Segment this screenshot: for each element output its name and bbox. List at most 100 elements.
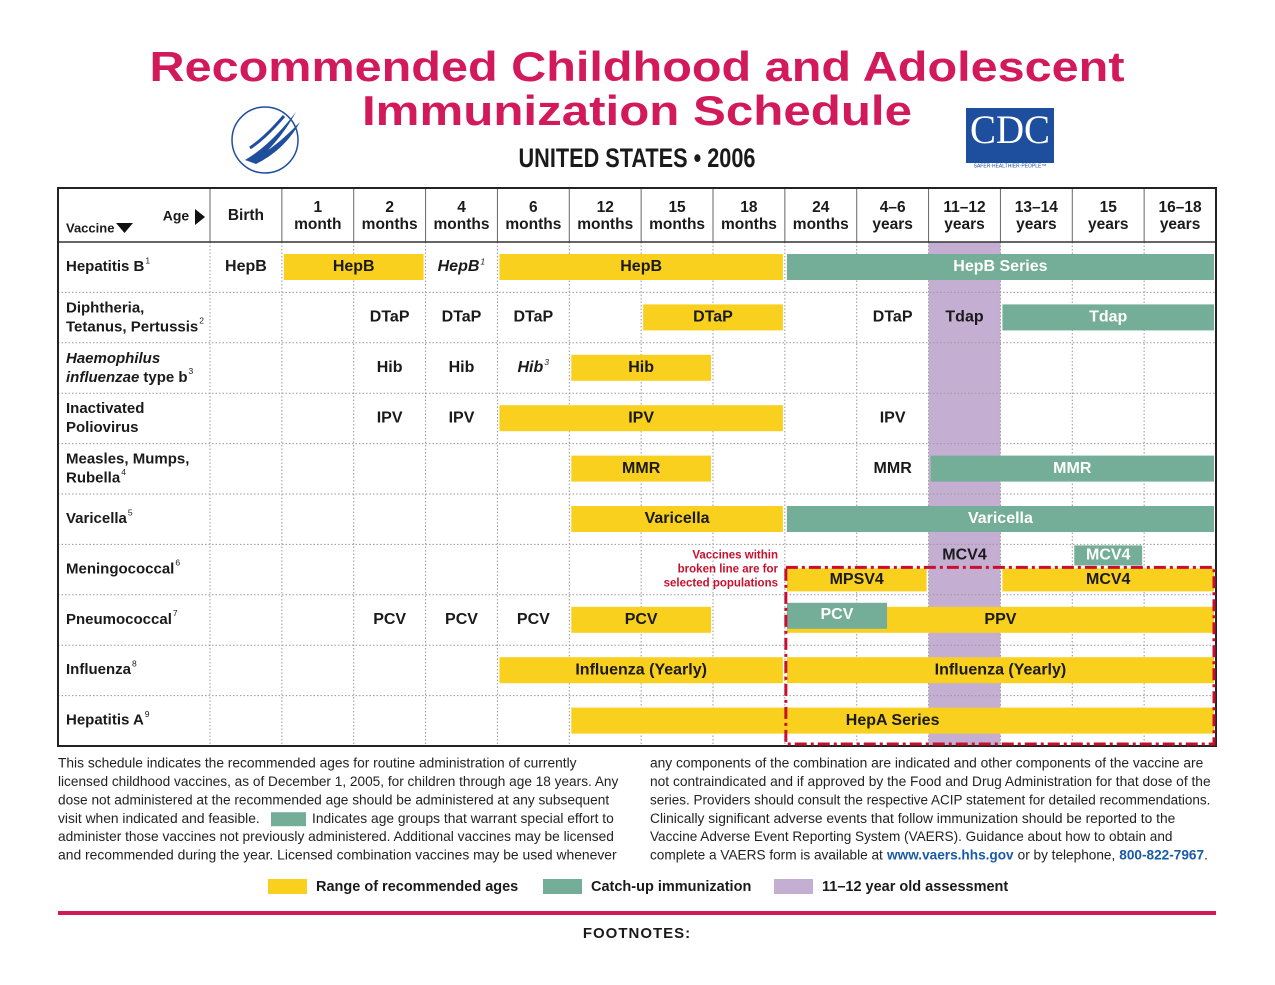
legend-label: Catch-up immunization (591, 879, 751, 895)
footer-text: visit when indicated and feasible. (58, 811, 260, 826)
vaccine-label: Tdap (945, 309, 983, 326)
footer-text: and recommended during the year. License… (58, 848, 617, 863)
range-bar (786, 657, 1214, 684)
vaccine-label: DTaP (513, 309, 553, 326)
age-header: 16–18 (1159, 199, 1202, 216)
age-header: Birth (228, 207, 264, 224)
vaccine-name: Rubella (66, 470, 121, 487)
vaccine-label: PCV (517, 611, 550, 628)
footer-line: series. Providers should consult the res… (650, 792, 1210, 807)
age-header: 4–6 (880, 199, 906, 216)
range-bar (571, 354, 711, 381)
vaccine-label: HepB (333, 258, 375, 275)
vaccine-arrow (116, 223, 133, 233)
catchup-bar (786, 506, 1214, 532)
footer-text: administer those vaccines not previously… (58, 829, 614, 844)
range-bar (571, 506, 783, 532)
vaccine-label: Tdap (1089, 309, 1127, 326)
footnote-mark: 8 (132, 658, 137, 668)
age-header: month (294, 216, 341, 233)
vaccine-label: PPV (984, 611, 1016, 628)
vaccine-name: Inactivated (66, 400, 144, 417)
vaccine-label: Varicella (645, 510, 710, 527)
footer-text: Vaccine Adverse Event Reporting System (… (650, 829, 1172, 844)
vaccine-label: HepA Series (846, 712, 940, 729)
legend-swatch (268, 879, 307, 894)
footer-text: or by telephone, (1014, 848, 1119, 863)
age-label: Age (163, 208, 190, 224)
catchup-bar (786, 602, 888, 629)
catchup-bar (1002, 304, 1214, 331)
age-header: years (1016, 216, 1057, 233)
cdc-text: CDC (970, 107, 1050, 152)
vaccine-label: DTaP (873, 309, 913, 326)
footer-line: administer those vaccines not previously… (58, 829, 614, 844)
footnote-mark: 4 (121, 467, 126, 477)
vaccine-label: PCV (373, 611, 406, 628)
age-header: 15 (668, 199, 686, 216)
age-header: 15 (1100, 199, 1118, 216)
cdc-logo: CDC SAFER·HEALTHIER·PEOPLE™ (966, 107, 1054, 169)
age-header: months (434, 216, 490, 233)
range-bar (643, 304, 783, 331)
subtitle: UNITED STATES • 2006 (519, 143, 756, 173)
vaccine-label: IPV (377, 409, 403, 426)
age-header: years (1160, 216, 1201, 233)
footer-text: . (1204, 848, 1208, 863)
age-header: months (505, 216, 561, 233)
age-header: months (362, 216, 418, 233)
catchup-bar (1074, 545, 1143, 566)
footer-text: Indicates age groups that warrant specia… (312, 811, 614, 826)
vaccine-name: Influenza (66, 661, 132, 678)
vaccine-label: Hib (377, 359, 403, 376)
vaccine-label: PCV (445, 611, 478, 628)
seal-eagle (245, 112, 300, 164)
footer-text: 800-822-7967 (1119, 848, 1204, 863)
footer-line: This schedule indicates the recommended … (58, 756, 577, 771)
footer-text: any components of the combination are in… (650, 756, 1203, 771)
footer-line: licensed childhood vaccines, as of Decem… (58, 774, 619, 789)
vaccine-label: DTaP (442, 309, 482, 326)
footer-text: not contraindicated and if approved by t… (650, 774, 1211, 789)
vaccine-label: MMR (622, 460, 661, 477)
vaccine-name: type b (143, 369, 187, 386)
vaccine-name: influenzae (66, 369, 139, 386)
footnote-mark: 2 (199, 316, 204, 326)
footer-line: dose not administered at the recommended… (58, 792, 609, 807)
vaccine-label: Influenza (Yearly) (575, 661, 707, 678)
vaccine-name: Measles, Mumps, (66, 451, 189, 468)
age-header: 2 (385, 199, 394, 216)
footer-line: and recommended during the year. License… (58, 848, 617, 863)
vaccine-label: Hib (628, 359, 654, 376)
age-header: 13–14 (1015, 199, 1058, 216)
range-bar (786, 568, 927, 592)
age-arrow (195, 209, 205, 225)
footer-line: any components of the combination are in… (650, 756, 1203, 771)
footnote-mark: 1 (145, 255, 150, 265)
footer-line: visit when indicated and feasible. (58, 811, 260, 826)
footer-line: Vaccine Adverse Event Reporting System (… (650, 829, 1172, 844)
age-header: months (721, 216, 777, 233)
age-header: years (944, 216, 985, 233)
vaccine-label: HepB Series (953, 258, 1047, 275)
hhs-seal (231, 106, 300, 174)
vaccine-label: Varicella (968, 510, 1033, 527)
catchup-swatch (271, 812, 306, 827)
age-header: 6 (529, 199, 538, 216)
vaccine-label: DTaP (693, 309, 733, 326)
callout-text: broken line are for (678, 563, 779, 575)
range-bar (499, 254, 783, 280)
vaccine-label: DTaP (370, 309, 410, 326)
footer-text: licensed childhood vaccines, as of Decem… (58, 774, 619, 789)
age-header: years (1088, 216, 1129, 233)
range-bar (1002, 568, 1214, 592)
range-bar (499, 657, 783, 684)
catchup-bar (930, 455, 1214, 482)
vaccine-label: HepB (225, 258, 267, 275)
table-border (57, 187, 1217, 747)
vaccine-label: Hib (517, 359, 543, 376)
footer-line: complete a VAERS form is available at ww… (650, 848, 1208, 863)
callout-text: selected populations (664, 577, 778, 589)
range-bar (499, 405, 783, 432)
